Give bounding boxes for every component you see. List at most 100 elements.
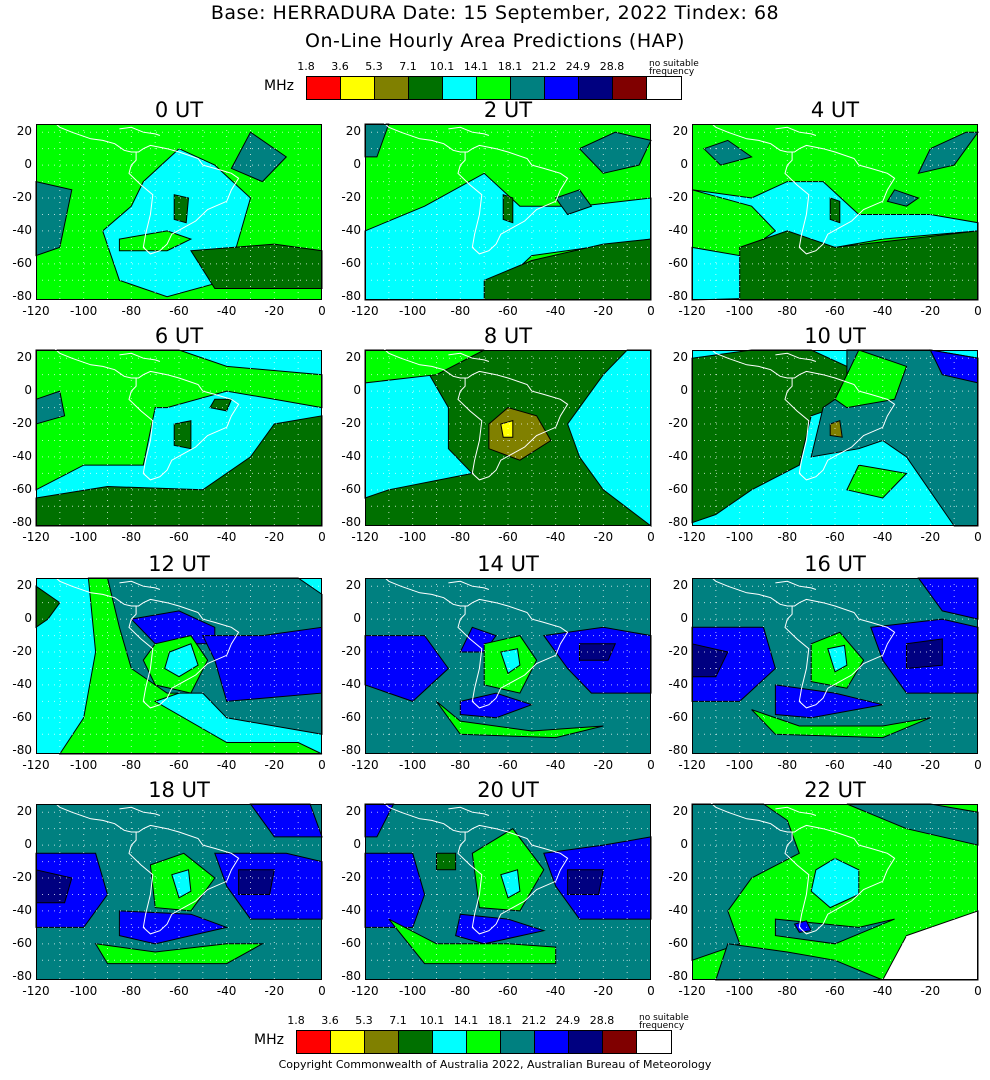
map-panel: 2 UT 20 0 -20 -40 -60 -80 -120 -100 -80 -60 -40 -20 0	[341, 98, 654, 318]
y-tick-label: 0	[353, 837, 361, 852]
y-tick-label: -80	[12, 968, 32, 983]
frequency-contour-region	[579, 643, 617, 661]
legend-swatch	[579, 77, 613, 99]
frequency-contour-region	[500, 869, 521, 899]
map-panel: 10 UT 20 0 -20 -40 -60 -80 -120 -100 -80 -60 -40 -20…	[668, 324, 981, 544]
frequency-contour-region	[829, 420, 843, 438]
x-tick-label: -80	[450, 304, 471, 318]
y-tick-label: -60	[668, 255, 688, 270]
y-tick-label: 20	[345, 350, 361, 365]
contour-map	[364, 792, 652, 980]
frequency-contour-region	[459, 692, 534, 719]
x-tick-label: -120	[678, 984, 706, 998]
y-tick-label: -20	[12, 416, 32, 431]
x-tick-label: -100	[726, 530, 754, 544]
y-tick-label: 20	[345, 578, 361, 593]
legend-swatch	[545, 77, 579, 99]
map-panel: 16 UT 20 0 -20 -40 -60 -80 -120 -100 -80 -60 -40 -20…	[668, 552, 981, 772]
y-tick-label: -80	[341, 968, 361, 983]
frequency-contour-region	[455, 913, 546, 945]
x-tick-label: -20	[264, 304, 285, 318]
plot-frame	[692, 124, 978, 300]
x-tick-label: -80	[450, 984, 471, 998]
x-tick-label: -100	[399, 530, 427, 544]
legend-swatches	[296, 1030, 672, 1054]
legend-swatch	[297, 1031, 331, 1053]
plot-frame	[36, 804, 322, 980]
x-tick-label: -20	[920, 530, 941, 544]
x-tick-label: -80	[777, 530, 798, 544]
legend-value: 10.1	[429, 60, 455, 73]
frequency-contour-region	[829, 197, 841, 224]
frequency-contour-region	[702, 139, 753, 166]
plot-frame	[36, 124, 322, 300]
y-tick-label: -80	[12, 742, 32, 757]
y-tick-label: -60	[341, 935, 361, 950]
frequency-contour-region	[118, 910, 229, 945]
y-tick-label: -40	[668, 676, 688, 691]
panel-title: 8 UT	[483, 324, 533, 348]
coastline	[371, 112, 569, 255]
panel-title: 0 UT	[154, 98, 204, 122]
x-tick-label: -100	[70, 984, 98, 998]
x-tick-label: -80	[121, 304, 142, 318]
legend-value: 18.1	[497, 60, 523, 73]
x-tick-label: -40	[872, 758, 893, 772]
plot-frame	[365, 578, 651, 754]
y-tick-label: 20	[672, 804, 688, 819]
x-tick-label: -40	[216, 530, 237, 544]
y-tick-label: 20	[345, 804, 361, 819]
x-tick-label: -40	[872, 530, 893, 544]
y-tick-label: -60	[12, 481, 32, 496]
legend-no-suitable-frequency: no suitable frequency	[639, 1013, 689, 1031]
y-tick-label: -40	[12, 902, 32, 917]
coastline	[448, 580, 490, 590]
legend-value: 24.9	[555, 1014, 581, 1027]
legend-value: 14.1	[453, 1014, 479, 1027]
x-tick-label: -100	[399, 758, 427, 772]
legend-value: 28.8	[599, 60, 625, 73]
x-tick-label: -80	[121, 984, 142, 998]
plot-frame	[692, 350, 978, 526]
legend-value: 5.3	[365, 60, 383, 73]
x-tick-label: -80	[450, 530, 471, 544]
legend-value: 7.1	[389, 1014, 407, 1027]
frequency-contour-region	[238, 869, 275, 895]
legend-swatch	[375, 77, 409, 99]
plot-frame	[365, 124, 651, 300]
coastline	[119, 580, 161, 590]
panel-title: 22 UT	[804, 778, 866, 802]
y-tick-label: 0	[680, 157, 688, 172]
contour-map	[364, 112, 652, 301]
panel-title: 14 UT	[477, 552, 539, 576]
plot-frame	[365, 804, 651, 980]
x-tick-label: -100	[726, 304, 754, 318]
legend-value: 1.8	[287, 1014, 305, 1027]
legend-swatch	[365, 1031, 399, 1053]
legend-swatch	[613, 77, 647, 99]
x-tick-label: 0	[974, 530, 982, 544]
coastline	[371, 338, 569, 481]
legend-swatch	[477, 77, 511, 99]
y-tick-label: -60	[668, 481, 688, 496]
map-panel: 22 UT 20 0 -20 -40 -60 -80 -120 -100 -80 -60 -40 -20…	[668, 778, 981, 998]
y-tick-label: -40	[668, 222, 688, 237]
frequency-contour-region	[500, 648, 521, 675]
x-tick-label: -120	[351, 758, 379, 772]
coastline	[775, 806, 817, 816]
x-tick-label: -20	[920, 758, 941, 772]
legend-swatch	[569, 1031, 603, 1053]
y-tick-label: -20	[668, 416, 688, 431]
x-tick-label: -40	[216, 984, 237, 998]
coastline	[371, 566, 569, 709]
frequency-contour-region	[164, 643, 199, 678]
panel-title: 16 UT	[804, 552, 866, 576]
x-tick-label: -120	[22, 984, 50, 998]
y-tick-label: -80	[12, 288, 32, 303]
y-tick-label: -40	[12, 676, 32, 691]
map-panel: 8 UT 20 0 -20 -40 -60 -80 -120 -100 -80 -60 -40 -20 0	[341, 324, 654, 544]
legend-swatch	[501, 1031, 535, 1053]
y-tick-label: 20	[16, 578, 32, 593]
x-tick-label: -40	[872, 984, 893, 998]
x-tick-label: -100	[70, 530, 98, 544]
